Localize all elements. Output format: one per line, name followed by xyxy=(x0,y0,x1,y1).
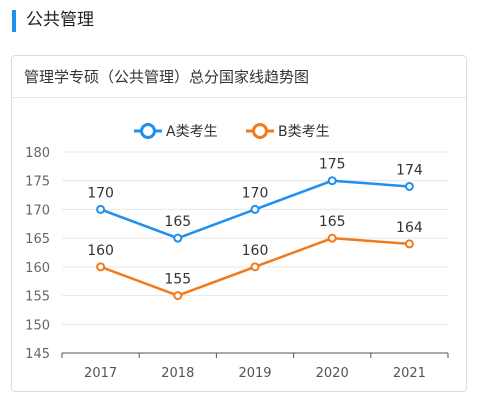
data-label: 164 xyxy=(396,220,423,236)
y-tick-label: 175 xyxy=(25,175,50,190)
data-point xyxy=(404,239,414,249)
data-point xyxy=(173,291,183,301)
x-tick-label: 2020 xyxy=(316,366,349,381)
y-tick-label: 180 xyxy=(25,146,50,161)
data-point xyxy=(327,233,337,243)
y-tick-label: 150 xyxy=(25,318,50,333)
section-accent-bar xyxy=(12,10,16,32)
data-point xyxy=(96,204,106,214)
data-point xyxy=(327,176,337,186)
data-label: 165 xyxy=(319,214,346,230)
data-label: 160 xyxy=(242,243,269,259)
data-label: 170 xyxy=(87,185,114,201)
data-point xyxy=(404,181,414,191)
chart-card-header: 管理学专硕（公共管理）总分国家线趋势图 xyxy=(12,56,466,98)
data-point xyxy=(250,204,260,214)
data-point xyxy=(250,262,260,272)
y-tick-label: 170 xyxy=(25,203,50,218)
x-tick-label: 2018 xyxy=(161,366,194,381)
data-point xyxy=(96,262,106,272)
data-label: 155 xyxy=(164,272,191,288)
data-point xyxy=(173,233,183,243)
data-label: 170 xyxy=(242,185,269,201)
section-title: 公共管理 xyxy=(26,10,94,30)
legend-swatch-marker xyxy=(140,123,156,139)
x-tick-label: 2017 xyxy=(84,366,117,381)
data-label: 165 xyxy=(164,214,191,230)
data-label: 175 xyxy=(319,157,346,173)
x-tick-label: 2019 xyxy=(238,366,271,381)
section-header: 公共管理 xyxy=(0,0,477,40)
chart-title: 管理学专硕（公共管理）总分国家线趋势图 xyxy=(24,68,310,86)
legend-swatch-marker xyxy=(252,123,268,139)
y-tick-label: 165 xyxy=(25,232,50,247)
y-tick-label: 145 xyxy=(25,347,50,362)
y-tick-label: 155 xyxy=(25,290,50,305)
x-tick-label: 2021 xyxy=(393,366,426,381)
data-label: 174 xyxy=(396,162,423,178)
chart-card: 管理学专硕（公共管理）总分国家线趋势图 xyxy=(11,55,467,392)
legend-label: B类考生 xyxy=(278,124,330,140)
y-tick-label: 160 xyxy=(25,261,50,276)
data-label: 160 xyxy=(87,243,114,259)
legend-label: A类考生 xyxy=(166,124,218,140)
